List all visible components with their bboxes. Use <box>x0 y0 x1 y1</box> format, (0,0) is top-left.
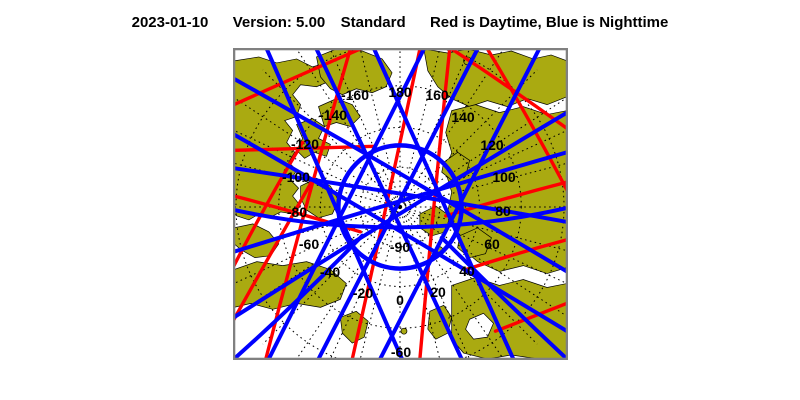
terminator-circle <box>336 143 464 271</box>
title-mode: Standard <box>340 14 406 31</box>
daytime-track <box>234 144 376 153</box>
nighttime-track <box>234 132 567 333</box>
nighttime-track <box>316 49 480 359</box>
title-version: Version: 5.00 <box>232 14 326 31</box>
map-contents <box>234 49 567 359</box>
land-island-1 <box>400 327 408 335</box>
title-legend: Red is Daytime, Blue is Nighttime <box>429 14 669 31</box>
title-date: 2023-01-10 <box>131 14 209 31</box>
land-lake-detail <box>465 312 494 340</box>
nighttime-track <box>234 233 365 359</box>
polar-map-plot <box>233 48 568 360</box>
nighttime-track <box>234 77 567 274</box>
nighttime-track <box>234 110 567 319</box>
nighttime-track <box>265 49 404 359</box>
map-canvas <box>234 49 567 359</box>
nighttime-track <box>234 206 567 230</box>
page-title: 2023-01-10 Version: 5.00 Standard Red is… <box>0 14 800 31</box>
plot-frame <box>234 49 567 359</box>
daytime-track <box>486 49 567 192</box>
daytime-track <box>234 140 305 267</box>
nighttime-track-group <box>234 49 567 359</box>
nighttime-track <box>372 49 516 359</box>
daytime-track <box>418 49 452 359</box>
daytime-track <box>493 301 567 333</box>
nighttime-track <box>439 235 567 359</box>
daytime-track <box>444 180 567 218</box>
daytime-track <box>234 178 315 321</box>
parallel-60 <box>278 85 522 329</box>
nighttime-track <box>234 166 567 224</box>
nighttime-track <box>267 49 426 359</box>
daytime-track <box>463 238 567 272</box>
